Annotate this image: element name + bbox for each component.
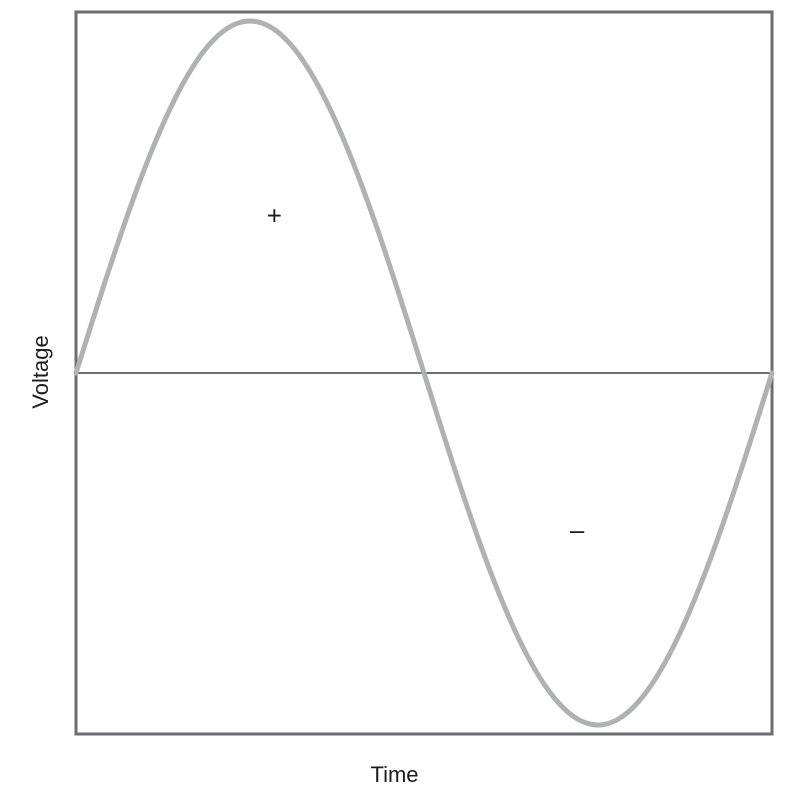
sine-plot: +– — [0, 0, 789, 801]
chart-container: Voltage +– Time — [0, 0, 789, 801]
y-axis-label: Voltage — [28, 322, 52, 422]
plus-annotation: + — [267, 201, 282, 231]
minus-annotation: – — [570, 515, 585, 545]
x-axis-label: Time — [0, 762, 789, 786]
